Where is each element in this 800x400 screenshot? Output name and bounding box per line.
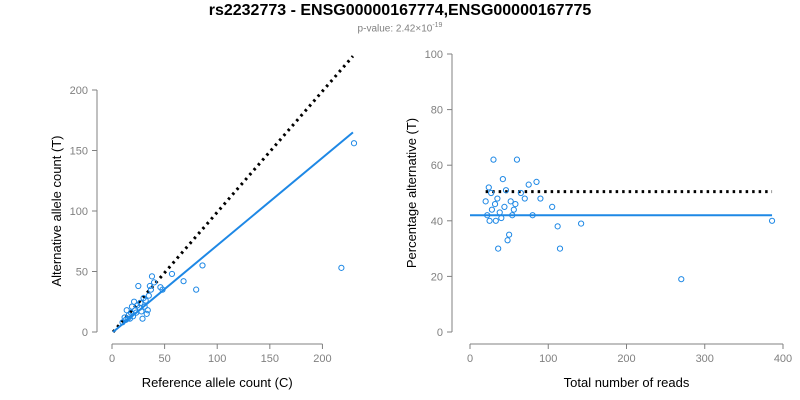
data-point (130, 298, 138, 305)
data-point (521, 195, 528, 202)
y-tick-label: 100 (70, 206, 88, 218)
data-point (513, 156, 521, 163)
y-tick-label: 100 (425, 49, 443, 61)
data-point (494, 195, 501, 202)
data-point (144, 307, 151, 314)
data-point (159, 286, 166, 293)
data-point (501, 203, 508, 210)
data-point (529, 212, 536, 219)
data-point (193, 286, 200, 293)
data-point (510, 206, 517, 213)
data-point (512, 201, 519, 208)
data-point (137, 299, 144, 307)
data-point (578, 220, 585, 227)
data-point (498, 214, 505, 222)
data-point (146, 282, 153, 290)
data-point (507, 198, 514, 205)
data-point (486, 217, 493, 224)
y-tick-label: 80 (431, 105, 443, 117)
y-axis-title: Percentage alternative (T) (404, 118, 419, 268)
data-point (537, 195, 544, 202)
data-point (492, 217, 499, 224)
y-tick-label: 150 (70, 146, 88, 158)
data-point (135, 282, 142, 290)
data-point (168, 270, 176, 278)
x-tick-label: 200 (313, 353, 331, 365)
x-tick-label: 100 (539, 353, 557, 365)
data-point (525, 181, 532, 188)
data-point (150, 279, 158, 286)
x-tick-label: 200 (617, 353, 635, 365)
reference-line (111, 55, 355, 333)
data-point (145, 292, 152, 299)
data-point (142, 297, 149, 304)
chart-title: rs2232773 - ENSG00000167774,ENSG00000167… (208, 2, 592, 19)
data-point (180, 278, 187, 285)
data-point (482, 198, 489, 205)
data-point (143, 310, 150, 317)
x-tick-label: 0 (467, 353, 473, 365)
data-point (499, 176, 506, 183)
panel-allele-counts: 0 50 100 150 200 0 50 100 150 200 Reference allele… (49, 55, 358, 390)
data-point (490, 156, 497, 163)
x-tick-label: 50 (158, 353, 170, 365)
y-axis-title: Alternative allele count (T) (49, 135, 64, 286)
data-point (488, 189, 495, 197)
y-tick-label: 40 (431, 216, 443, 228)
data-point (495, 245, 502, 252)
y-tick-label: 0 (82, 327, 88, 339)
x-tick-label: 400 (774, 353, 792, 365)
data-point (502, 187, 510, 194)
data-point (549, 203, 556, 210)
data-point (148, 273, 156, 280)
y-tick-label: 50 (76, 267, 88, 279)
data-point (554, 223, 561, 230)
data-point (491, 201, 499, 208)
data-point (509, 212, 516, 219)
data-point (517, 189, 524, 197)
data-point (138, 308, 145, 315)
chart-subtitle: p-value: 2.42×10-19 (0, 22, 800, 34)
pvalue-text: p-value: 2.42×10 (357, 23, 433, 35)
data-point (199, 262, 206, 269)
data-point (504, 237, 511, 244)
data-point (147, 286, 155, 293)
data-point (533, 178, 540, 185)
data-point (768, 217, 776, 224)
data-point (350, 140, 358, 147)
y-tick-label: 200 (70, 85, 88, 97)
data-point (556, 245, 564, 252)
fit-line (112, 131, 354, 333)
data-point (484, 212, 491, 219)
panel-percentage-alternative: 0 100 200 300 400 0 20 40 60 80 100 Total number of… (404, 49, 792, 390)
x-tick-label: 300 (696, 353, 714, 365)
data-point (124, 315, 131, 322)
data-point (141, 303, 148, 310)
x-tick-label: 0 (109, 353, 115, 365)
data-point (139, 315, 146, 322)
x-axis-title: Total number of reads (564, 375, 690, 390)
data-point (488, 206, 496, 213)
x-tick-label: 150 (261, 353, 279, 365)
data-point (678, 276, 685, 283)
data-point (338, 264, 345, 271)
y-tick-label: 0 (437, 327, 443, 339)
pvalue-exponent: -19 (432, 22, 443, 29)
y-tick-label: 20 (431, 271, 443, 283)
x-axis-title: Reference allele count (C) (142, 375, 293, 390)
y-tick-label: 60 (431, 160, 443, 172)
x-tick-label: 100 (208, 353, 226, 365)
data-point (496, 209, 503, 216)
data-point (506, 231, 513, 238)
data-point (485, 184, 492, 191)
data-point (129, 313, 137, 320)
